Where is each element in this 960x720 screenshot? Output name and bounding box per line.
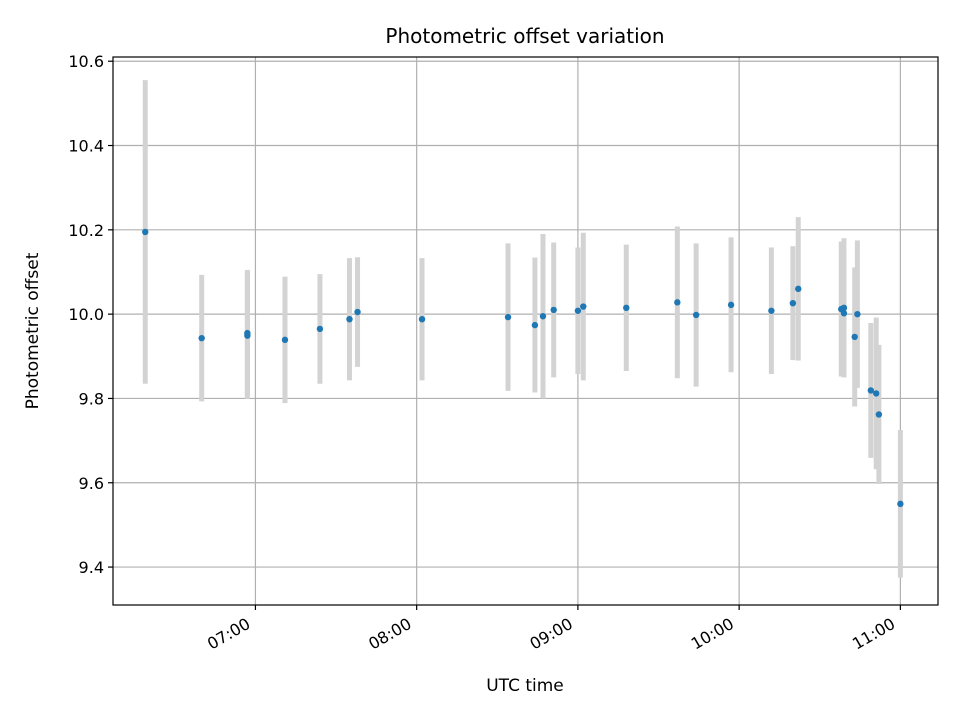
chart-title: Photometric offset variation xyxy=(385,24,664,48)
data-point xyxy=(550,306,557,314)
data-point xyxy=(539,313,547,320)
data-point xyxy=(346,315,353,323)
plot-frame xyxy=(112,56,939,606)
data-point xyxy=(244,329,251,337)
y-axis-title: Photometric offset xyxy=(23,252,43,409)
data-point xyxy=(418,315,426,323)
data-point xyxy=(854,310,861,318)
y-tick-label: 10.2 xyxy=(68,221,104,240)
data-point xyxy=(281,336,289,344)
y-tick-label: 9.6 xyxy=(79,474,104,493)
data-point xyxy=(840,310,848,317)
data-point xyxy=(316,325,324,333)
data-point xyxy=(198,334,205,342)
y-tick-label: 10.6 xyxy=(68,52,104,71)
data-point xyxy=(897,500,904,508)
data-point xyxy=(768,307,775,314)
data-point xyxy=(872,390,880,397)
data-point xyxy=(142,228,149,236)
x-axis-title: UTC time xyxy=(486,676,564,696)
data-point xyxy=(867,387,875,394)
y-tick-label: 9.4 xyxy=(79,558,104,577)
data-point xyxy=(574,307,582,314)
y-tick-label: 10.4 xyxy=(68,137,104,156)
y-tick-label: 10.0 xyxy=(68,305,104,324)
data-point xyxy=(851,333,858,341)
y-axis: 9.4 9.6 9.8 10.0 10.2 10.4 10.6 xyxy=(68,52,113,577)
data-point xyxy=(727,301,735,309)
data-point xyxy=(789,299,797,307)
data-point xyxy=(354,308,361,316)
data-point xyxy=(674,299,681,306)
data-point xyxy=(531,321,539,329)
y-tick-label: 9.8 xyxy=(79,389,104,408)
data-point xyxy=(795,285,802,293)
data-point xyxy=(875,411,883,418)
data-point xyxy=(623,304,630,312)
data-point xyxy=(840,304,848,312)
data-point xyxy=(692,311,700,319)
data-point xyxy=(580,303,587,310)
data-points xyxy=(142,228,904,508)
data-point xyxy=(504,313,512,321)
